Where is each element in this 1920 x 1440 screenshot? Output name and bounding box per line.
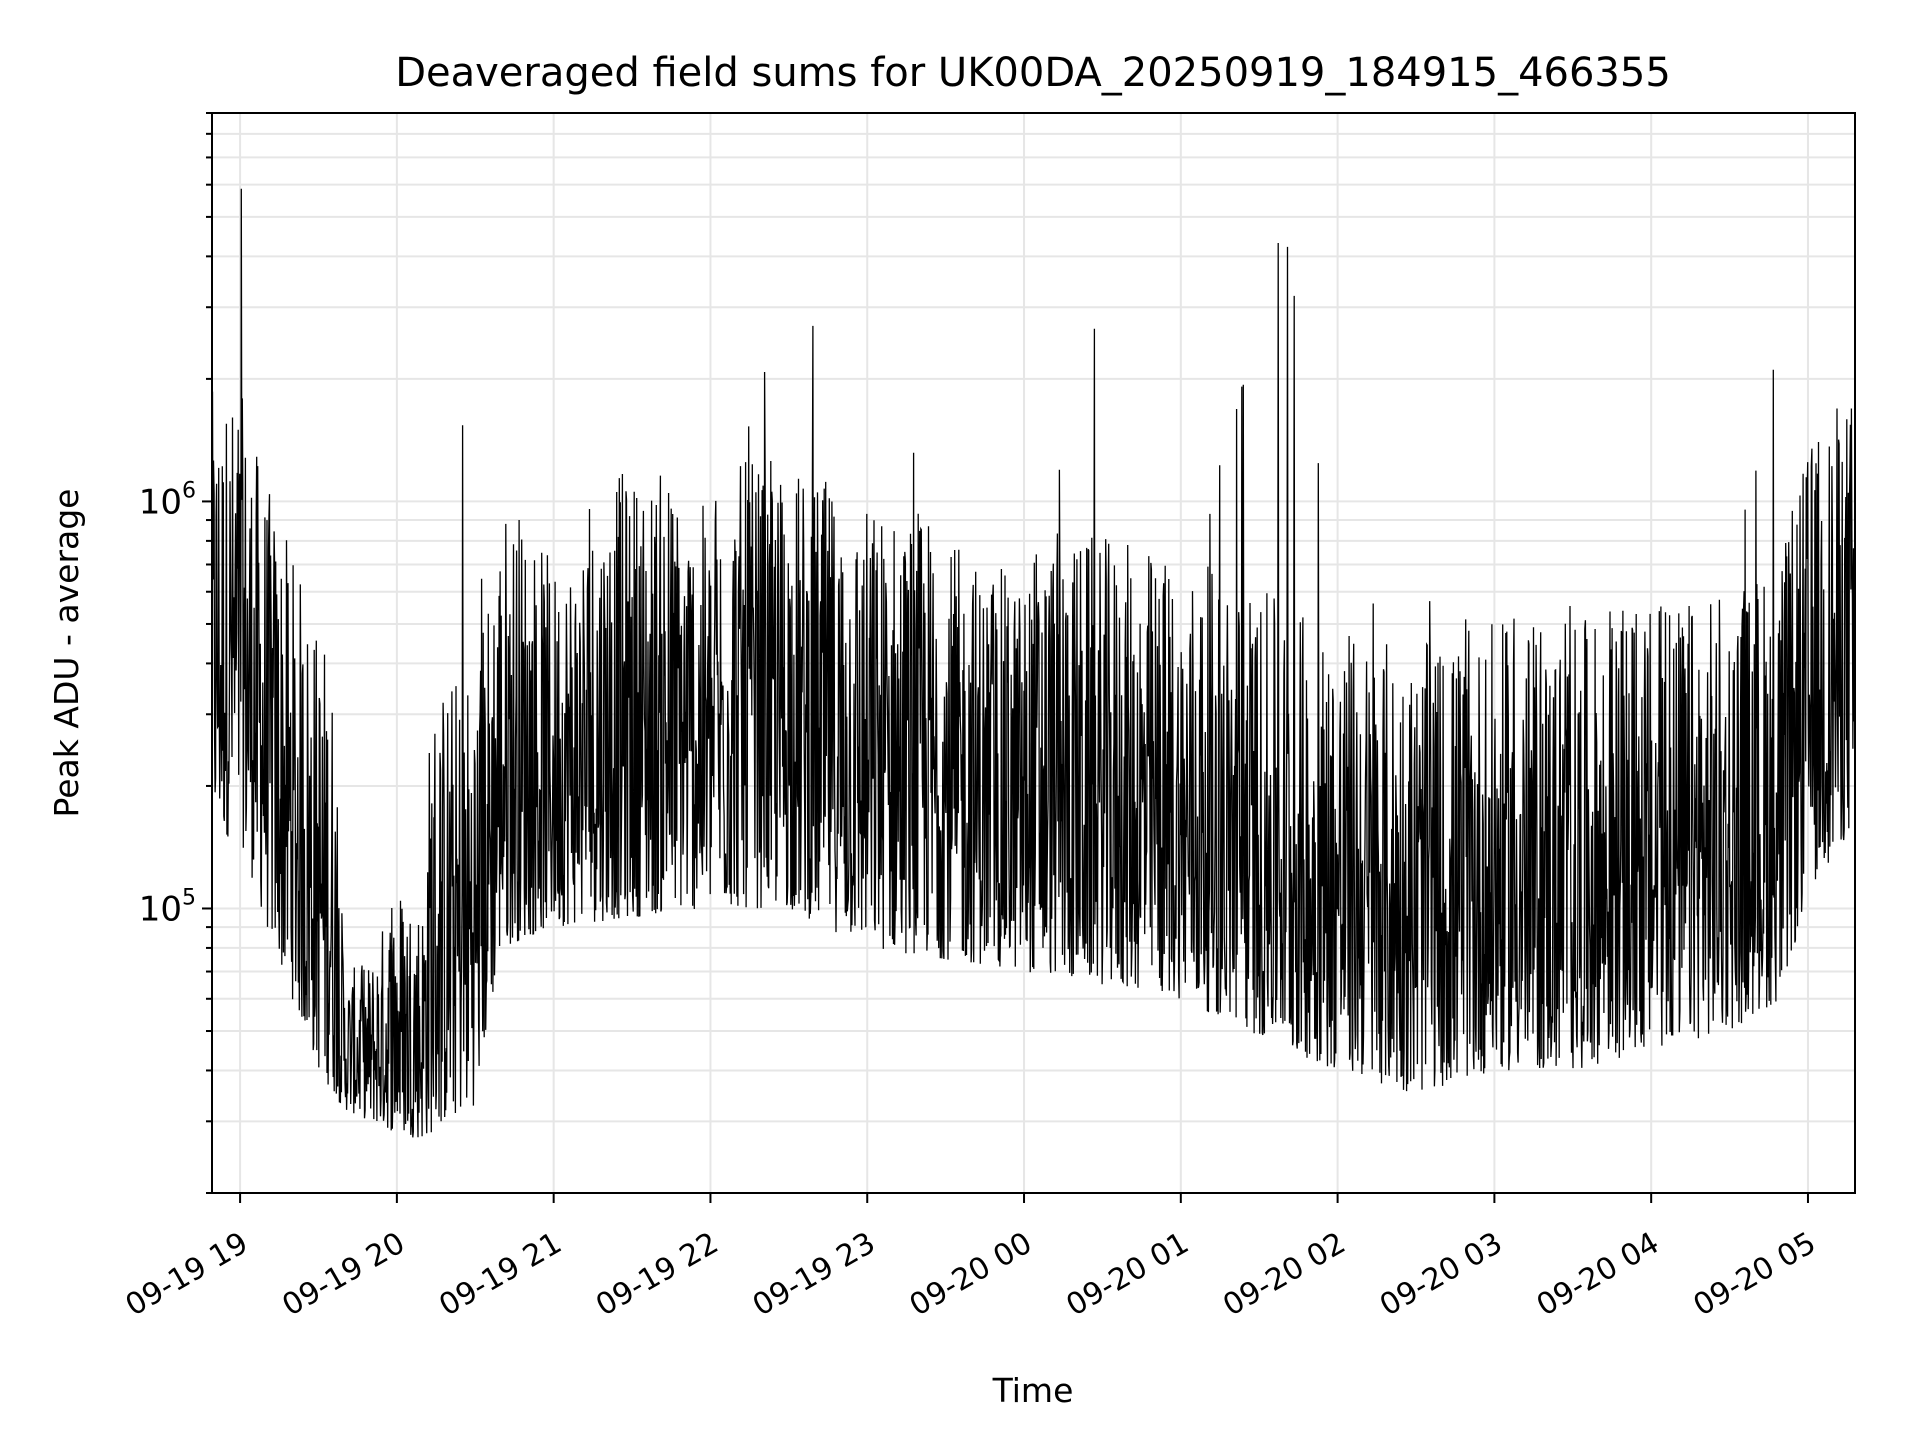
y-tick-base: 10 [139, 889, 182, 929]
y-tick-label: 105 [139, 885, 196, 929]
x-tick-label: 09-19 21 [433, 1226, 567, 1324]
x-axis: 09-19 19 09-19 20 09-19 21 09-19 22 09-19 23… [120, 1193, 1822, 1323]
x-tick-label: 09-20 02 [1217, 1226, 1351, 1324]
y-axis-label: Peak ADU - average [47, 489, 86, 818]
chart-title: Deaveraged field sums for UK00DA_2025091… [395, 50, 1671, 96]
x-tick-label: 09-20 05 [1688, 1226, 1822, 1324]
series-line [212, 188, 1855, 1138]
series-trace [212, 188, 1855, 1138]
x-tick-label: 09-20 01 [1060, 1226, 1194, 1324]
x-tick-label: 09-19 22 [590, 1226, 724, 1324]
y-tick-base: 10 [139, 482, 182, 522]
x-tick-label: 09-20 03 [1374, 1226, 1508, 1324]
y-tick-exponent: 5 [182, 885, 196, 910]
x-tick-label: 09-19 20 [277, 1226, 411, 1324]
x-tick-label: 09-19 19 [120, 1226, 254, 1324]
x-tick-label: 09-20 00 [904, 1226, 1038, 1324]
y-tick-exponent: 6 [182, 478, 196, 503]
x-axis-label: Time [992, 1371, 1074, 1410]
x-tick-label: 09-19 23 [747, 1226, 881, 1324]
y-tick-label: 106 [139, 478, 196, 522]
x-tick-label: 09-20 04 [1531, 1226, 1665, 1324]
plot-frame [211, 112, 1856, 1194]
